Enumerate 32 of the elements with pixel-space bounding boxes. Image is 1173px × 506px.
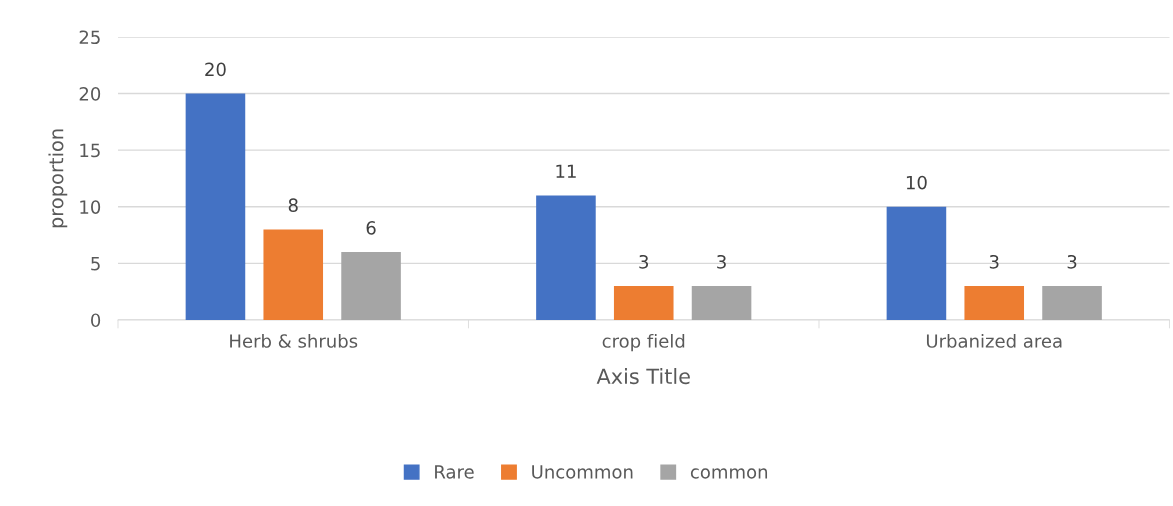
bar	[964, 286, 1025, 320]
data-label: 3	[1067, 254, 1077, 269]
x-tick-label: crop field	[602, 333, 685, 352]
bar	[263, 229, 324, 320]
y-tick-label: 15	[80, 143, 100, 158]
y-tick-label: 0	[91, 313, 101, 328]
data-label: 3	[717, 254, 726, 269]
x-tick-label: Herb & shrubs	[230, 333, 358, 348]
data-label: 3	[639, 254, 649, 269]
y-tick-label: 20	[79, 87, 101, 101]
bar	[341, 252, 401, 320]
legend-label: common	[690, 468, 768, 479]
bar	[691, 286, 752, 320]
y-axis-title: proportion	[48, 129, 68, 228]
bar	[185, 93, 246, 320]
data-label: 11	[556, 164, 576, 178]
x-axis-title: Axis Title	[596, 368, 690, 385]
x-tick-label: Urbanized area	[926, 333, 1062, 348]
data-label: 6	[366, 221, 376, 235]
bar	[613, 286, 674, 320]
y-tick-label: 10	[80, 200, 101, 214]
data-label: 20	[205, 62, 226, 77]
y-tick-label: 25	[79, 30, 100, 45]
data-label: 8	[288, 198, 298, 213]
legend-label: Rare	[435, 465, 474, 479]
data-label: 3	[989, 254, 999, 269]
bar	[1042, 286, 1102, 320]
y-tick-label: 5	[91, 257, 100, 271]
data-label: 10	[906, 175, 927, 190]
bar	[886, 206, 947, 320]
bar	[536, 195, 596, 320]
legend-label: Uncommon	[532, 465, 633, 479]
